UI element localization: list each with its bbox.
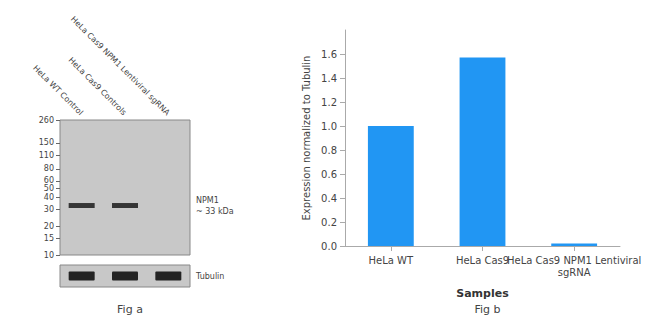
svg-text:0.0: 0.0 [321, 241, 337, 252]
svg-text:40: 40 [44, 193, 54, 202]
svg-text:HeLa WT Control: HeLa WT Control [31, 63, 85, 118]
svg-text:Expression normalized to Tubul: Expression normalized to Tubulin [301, 56, 312, 221]
svg-text:0.2: 0.2 [321, 217, 337, 228]
svg-text:1.2: 1.2 [321, 97, 337, 108]
svg-text:150: 150 [39, 138, 54, 147]
svg-text:110: 110 [39, 151, 54, 160]
svg-text:~ 33 kDa: ~ 33 kDa [196, 207, 234, 216]
svg-text:HeLa Cas9 Controls: HeLa Cas9 Controls [66, 55, 129, 118]
svg-text:1.0: 1.0 [321, 121, 337, 132]
svg-text:1.4: 1.4 [321, 73, 337, 84]
svg-text:HeLa Cas9 NPM1 Lentiviral sgRN: HeLa Cas9 NPM1 Lentiviral sgRNA [69, 15, 172, 118]
svg-text:Fig a: Fig a [117, 303, 143, 316]
svg-text:NPM1: NPM1 [196, 196, 219, 205]
svg-text:1.6: 1.6 [321, 49, 337, 60]
svg-text:10: 10 [44, 251, 54, 260]
svg-text:Tubulin: Tubulin [195, 272, 224, 281]
svg-text:HeLa Cas9: HeLa Cas9 [456, 255, 509, 266]
svg-text:0.8: 0.8 [321, 145, 337, 156]
svg-text:Samples: Samples [456, 287, 509, 300]
svg-text:30: 30 [44, 205, 54, 214]
svg-text:HeLa Cas9 NPM1 Lentiviral: HeLa Cas9 NPM1 Lentiviral [507, 255, 641, 266]
svg-text:60: 60 [43, 176, 54, 186]
svg-text:Fig b: Fig b [474, 303, 500, 316]
svg-text:80: 80 [44, 164, 54, 173]
svg-text:sgRNA: sgRNA [558, 267, 591, 278]
svg-text:HeLa WT: HeLa WT [369, 255, 414, 266]
svg-text:260: 260 [39, 116, 54, 125]
svg-text:0.4: 0.4 [321, 193, 337, 204]
svg-text:50: 50 [44, 184, 54, 193]
svg-text:20: 20 [44, 222, 54, 231]
svg-text:0.6: 0.6 [321, 169, 337, 180]
svg-text:15: 15 [44, 234, 54, 243]
